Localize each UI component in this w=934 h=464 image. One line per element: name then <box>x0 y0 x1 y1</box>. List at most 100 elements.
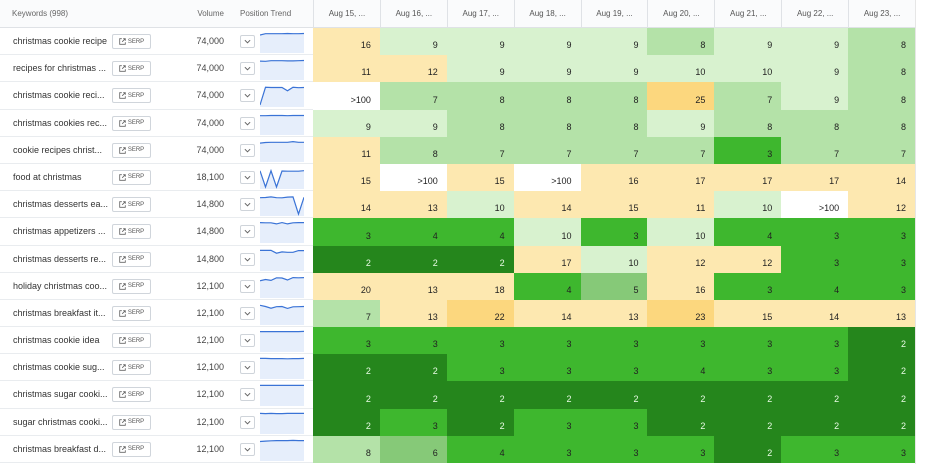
serp-button[interactable]: SERP <box>112 34 151 49</box>
position-cell[interactable]: 17 <box>647 163 715 192</box>
position-cell[interactable]: 4 <box>446 435 514 463</box>
keyword-row[interactable]: christmas cookie idea SERP 12,100 <box>0 327 313 355</box>
position-cell[interactable]: 2 <box>313 354 380 382</box>
position-cell[interactable]: 16 <box>313 28 380 56</box>
position-cell[interactable]: 13 <box>379 299 447 328</box>
position-cell[interactable]: 20 <box>313 272 380 300</box>
serp-button[interactable]: SERP <box>112 88 151 104</box>
position-cell[interactable]: 2 <box>446 245 514 273</box>
date-column-header[interactable]: Aug 19, ... <box>580 0 648 27</box>
position-cell[interactable]: 7 <box>781 136 849 164</box>
trend-dropdown[interactable] <box>240 306 255 320</box>
position-cell[interactable]: 11 <box>313 136 380 164</box>
keyword-text[interactable]: recipes for christmas ... <box>13 63 107 74</box>
vertical-scrollbar[interactable] <box>915 0 934 464</box>
position-cell[interactable]: 7 <box>580 136 648 164</box>
position-cell[interactable]: 9 <box>781 82 849 110</box>
serp-button[interactable]: SERP <box>112 142 151 158</box>
position-cell[interactable]: 13 <box>379 272 447 300</box>
keyword-row[interactable]: cookie recipes christ... SERP 74,000 <box>0 137 313 164</box>
trend-dropdown[interactable] <box>240 89 255 103</box>
position-cell[interactable]: 3 <box>781 327 849 355</box>
serp-button[interactable]: SERP <box>112 61 151 77</box>
position-cell[interactable]: 14 <box>513 299 581 328</box>
position-cell[interactable]: 3 <box>580 435 648 463</box>
keyword-text[interactable]: christmas desserts re... <box>13 253 107 264</box>
position-cell[interactable]: 22 <box>446 299 514 328</box>
position-cell[interactable]: >100 <box>379 163 447 192</box>
position-cell[interactable]: 9 <box>513 55 581 83</box>
position-cell[interactable]: 8 <box>848 28 915 56</box>
position-cell[interactable]: 14 <box>313 191 380 219</box>
position-cell[interactable]: 12 <box>848 191 915 219</box>
position-cell[interactable]: 12 <box>714 245 782 273</box>
trend-dropdown[interactable] <box>240 170 255 184</box>
position-cell[interactable]: 13 <box>848 299 915 328</box>
keyword-row[interactable]: christmas desserts re... SERP 14,800 <box>0 246 313 273</box>
position-cell[interactable]: 15 <box>580 191 648 219</box>
date-column-header[interactable]: Aug 22, ... <box>781 0 848 27</box>
position-cell[interactable]: 8 <box>848 55 915 83</box>
keyword-row[interactable]: food at christmas SERP 18,100 <box>0 164 313 192</box>
position-cell[interactable]: 2 <box>379 245 447 273</box>
position-cell[interactable]: 10 <box>647 55 715 83</box>
position-cell[interactable]: 3 <box>781 218 849 246</box>
keyword-row[interactable]: christmas cookie reci... SERP 74,000 <box>0 82 313 110</box>
serp-button[interactable]: SERP <box>112 224 151 240</box>
position-cell[interactable]: 8 <box>580 109 648 137</box>
keyword-text[interactable]: sugar christmas cooki... <box>13 416 108 427</box>
serp-button[interactable]: SERP <box>112 115 151 131</box>
position-cell[interactable]: 3 <box>848 245 915 273</box>
keyword-text[interactable]: christmas appetizers ... <box>13 226 106 237</box>
position-cell[interactable]: 2 <box>313 381 380 409</box>
position-cell[interactable]: >100 <box>513 163 581 192</box>
position-cell[interactable]: 2 <box>714 408 782 436</box>
position-cell[interactable]: 3 <box>647 435 715 463</box>
serp-button[interactable]: SERP <box>112 387 151 403</box>
keyword-row[interactable]: recipes for christmas ... SERP 74,000 <box>0 55 313 83</box>
position-cell[interactable]: 4 <box>446 218 514 246</box>
position-cell[interactable]: 9 <box>513 28 581 56</box>
serp-button[interactable]: SERP <box>112 333 151 349</box>
position-cell[interactable]: 16 <box>580 163 648 192</box>
keyword-row[interactable]: christmas desserts ea... SERP 14,800 <box>0 191 313 219</box>
keyword-row[interactable]: christmas sugar cooki... SERP 12,100 <box>0 381 313 409</box>
position-cell[interactable]: 3 <box>781 435 849 463</box>
position-cell[interactable]: 8 <box>446 109 514 137</box>
position-cell[interactable]: 3 <box>714 327 782 355</box>
position-cell[interactable]: 2 <box>647 381 715 409</box>
position-cell[interactable]: 2 <box>848 327 915 355</box>
position-cell[interactable]: 3 <box>580 218 648 246</box>
position-cell[interactable]: 7 <box>848 136 915 164</box>
keyword-row[interactable]: christmas breakfast d... SERP 12,100 <box>0 436 313 463</box>
position-cell[interactable]: 8 <box>313 435 380 463</box>
position-cell[interactable]: 16 <box>647 272 715 300</box>
keyword-text[interactable]: christmas cookie idea <box>13 335 100 346</box>
position-cell[interactable]: 23 <box>647 299 715 328</box>
trend-dropdown[interactable] <box>240 116 255 130</box>
keyword-row[interactable]: holiday christmas coo... SERP 12,100 <box>0 273 313 300</box>
position-cell[interactable]: 7 <box>714 82 782 110</box>
date-column-header[interactable]: Aug 16, ... <box>379 0 447 27</box>
position-cell[interactable]: 8 <box>781 109 849 137</box>
position-cell[interactable]: >100 <box>313 82 380 110</box>
position-cell[interactable]: 3 <box>781 245 849 273</box>
keyword-row[interactable]: christmas cookie sug... SERP 12,100 <box>0 354 313 382</box>
position-cell[interactable]: 3 <box>580 327 648 355</box>
trend-dropdown[interactable] <box>240 35 255 48</box>
position-cell[interactable]: 4 <box>513 272 581 300</box>
position-cell[interactable]: 3 <box>714 136 782 164</box>
trend-dropdown[interactable] <box>240 225 255 239</box>
date-column-header[interactable]: Aug 23, ... <box>848 0 915 27</box>
position-cell[interactable]: 15 <box>714 299 782 328</box>
position-cell[interactable]: 3 <box>446 354 514 382</box>
position-cell[interactable]: 2 <box>313 408 380 436</box>
keyword-text[interactable]: christmas sugar cooki... <box>13 389 108 400</box>
position-cell[interactable]: 14 <box>848 163 915 192</box>
position-cell[interactable]: 3 <box>513 354 581 382</box>
keyword-text[interactable]: food at christmas <box>13 171 82 182</box>
trend-dropdown[interactable] <box>240 62 255 76</box>
position-cell[interactable]: 8 <box>714 109 782 137</box>
position-cell[interactable]: 15 <box>446 163 514 192</box>
keyword-text[interactable]: holiday christmas coo... <box>13 280 108 291</box>
